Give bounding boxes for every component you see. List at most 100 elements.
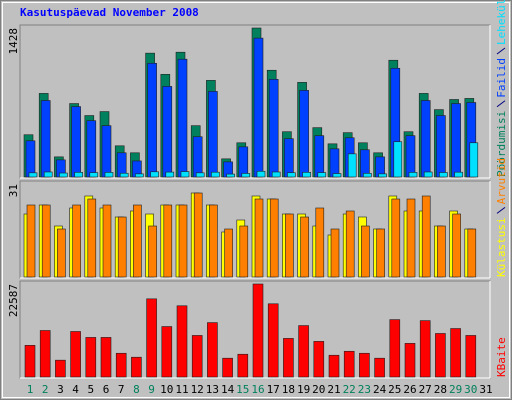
bar [359, 352, 370, 378]
x-tick-label: 14 [221, 383, 235, 396]
bar [283, 338, 294, 378]
bar [435, 333, 446, 378]
legend-label: KBaite [495, 337, 508, 377]
y-tick-label: 22587 [7, 284, 20, 317]
x-tick-label: 16 [251, 383, 264, 396]
bar [284, 138, 294, 178]
bar [268, 79, 279, 178]
bar [176, 305, 188, 378]
bar [467, 228, 477, 278]
y-tick-label: 1428 [7, 28, 20, 55]
legend-label: Arvutid [495, 158, 508, 204]
bar [177, 58, 188, 178]
bar [241, 173, 251, 178]
bar [406, 198, 416, 278]
bar [452, 213, 461, 278]
bar [148, 225, 157, 278]
bar [454, 171, 463, 178]
bar [302, 172, 311, 178]
bar [271, 171, 281, 178]
bar [135, 173, 144, 178]
bar [299, 90, 309, 178]
x-tick-label: 22 [343, 383, 356, 396]
bar [347, 153, 357, 178]
bar [254, 198, 264, 278]
bar [55, 359, 66, 378]
x-tick-label: 11 [175, 383, 188, 396]
bar [450, 328, 461, 378]
x-tick-label: 21 [327, 383, 340, 396]
bar [71, 106, 81, 178]
bar [43, 171, 53, 178]
bar [465, 335, 477, 378]
bar [104, 172, 114, 178]
x-tick-label: 28 [434, 383, 447, 396]
bar [25, 140, 36, 178]
bar [256, 170, 266, 178]
bar [70, 331, 81, 378]
bar [207, 322, 218, 378]
x-tick-label: 13 [206, 383, 219, 396]
bar [195, 172, 205, 178]
x-tick-label: 10 [160, 383, 173, 396]
bar [222, 357, 233, 378]
bar [86, 120, 97, 178]
bar [313, 341, 325, 378]
bar [298, 325, 309, 378]
bar [85, 337, 97, 378]
bar [253, 37, 264, 178]
bar [40, 100, 51, 178]
bar [72, 204, 81, 278]
bar [192, 136, 203, 178]
x-tick-label: 3 [57, 383, 64, 396]
bar [332, 173, 342, 178]
bar [360, 149, 370, 178]
bar [119, 172, 129, 178]
bar [328, 354, 340, 378]
bar [330, 228, 340, 278]
bar [238, 146, 249, 178]
bar [57, 228, 66, 278]
bar [162, 86, 173, 178]
x-tick-label: 8 [133, 383, 140, 396]
bar [147, 62, 157, 178]
bar [300, 216, 309, 278]
x-tick-label: 24 [373, 383, 387, 396]
legend-label: Lehekülgi [495, 0, 508, 45]
bar [102, 204, 112, 278]
x-tick-label: 5 [87, 383, 94, 396]
x-tick-label: 15 [236, 383, 249, 396]
bar [389, 319, 401, 378]
x-tick-label: 7 [118, 383, 125, 396]
bar [24, 345, 36, 378]
bar [408, 172, 418, 178]
bar [419, 320, 431, 378]
bar [59, 172, 68, 178]
bar [28, 172, 38, 178]
bar [423, 171, 433, 178]
bar [469, 142, 479, 178]
bar [41, 204, 51, 278]
bar [345, 210, 355, 278]
x-tick-label: 20 [312, 383, 325, 396]
bar [100, 337, 112, 378]
bar [252, 283, 264, 378]
bar [115, 352, 127, 378]
bar [237, 353, 249, 378]
x-tick-label: 29 [449, 383, 462, 396]
bar [269, 198, 279, 278]
bar [329, 148, 340, 178]
x-tick-label: 9 [148, 383, 155, 396]
bar [150, 171, 159, 178]
legend-label: Failid [495, 58, 508, 98]
x-tick-label: 6 [103, 383, 110, 396]
bar [39, 330, 51, 378]
bar [343, 350, 355, 378]
bar [224, 228, 233, 278]
bar [267, 303, 279, 378]
x-tick-label: 23 [358, 383, 371, 396]
bar [87, 198, 97, 278]
bar [317, 172, 327, 178]
bar [74, 172, 83, 178]
